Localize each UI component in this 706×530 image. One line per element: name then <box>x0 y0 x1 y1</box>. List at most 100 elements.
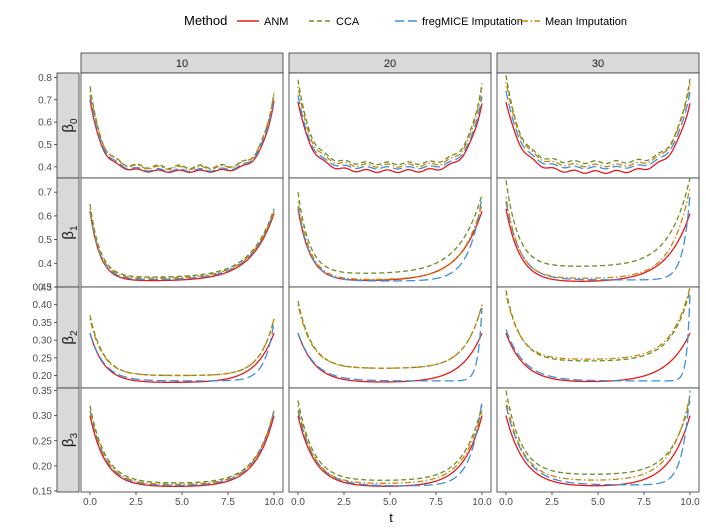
panel <box>496 177 700 288</box>
panel <box>496 72 700 179</box>
legend-item: fregMICE Imputation <box>395 16 523 28</box>
series-line <box>505 101 691 175</box>
series-line <box>89 210 275 281</box>
y-tick-label: 0.15 <box>33 486 53 497</box>
x-tick-label: 7.5 <box>637 497 651 508</box>
series-line <box>505 294 691 382</box>
panel-frame <box>288 72 492 179</box>
series-line <box>505 81 691 168</box>
panel-frame <box>496 72 700 179</box>
series-line <box>505 395 691 481</box>
series-line <box>89 95 275 173</box>
series-line <box>505 208 691 282</box>
panel <box>80 72 284 179</box>
y-tick-label: 0.40 <box>33 300 53 311</box>
panel-frame <box>496 387 700 493</box>
y-tick-label: 0.25 <box>33 436 53 447</box>
panel <box>288 72 492 179</box>
y-tick-label: 0.35 <box>33 318 53 329</box>
panel-frame <box>80 387 284 493</box>
panel <box>496 286 700 389</box>
series-line <box>297 86 483 168</box>
row-strip-subscript: 0 <box>69 118 80 124</box>
legend-item: CCA <box>309 16 360 28</box>
series-line <box>297 400 483 481</box>
y-tick-label: 0.30 <box>33 411 53 422</box>
panel-frame <box>496 286 700 389</box>
series-line <box>297 95 483 170</box>
x-tick-label: 10.0 <box>680 497 700 508</box>
column-strip: 30 <box>496 52 700 74</box>
x-tick-label: 5.0 <box>591 497 605 508</box>
y-tick-label: 0.7 <box>38 95 52 106</box>
series-line <box>297 308 483 382</box>
series-line <box>89 90 275 171</box>
y-tick-label: 0.5 <box>38 140 52 151</box>
row-strip: β1 <box>56 177 80 288</box>
series-line <box>297 405 483 484</box>
row-strip-subscript: 1 <box>69 225 80 231</box>
y-tick-label: 0.20 <box>33 371 53 382</box>
x-tick-label: 7.5 <box>221 497 235 508</box>
series-line <box>297 196 483 282</box>
series-line <box>89 99 275 174</box>
y-tick-label: 0.20 <box>33 461 53 472</box>
series-line <box>297 332 483 383</box>
panel: 0.0 2.5 5.0 7.5 10.0 <box>496 387 700 508</box>
legend-title: Method <box>184 13 227 28</box>
legend: Method ANM CCA fregMICE Imputation Mean Imp… <box>184 13 627 28</box>
series-line <box>297 192 483 274</box>
series-line <box>297 101 483 174</box>
panel-frame <box>80 286 284 389</box>
x-tick-label: 10.0 <box>472 497 492 508</box>
y-tick-label: 0.6 <box>38 211 52 222</box>
panel-frame <box>80 177 284 288</box>
series-line <box>505 286 691 360</box>
x-tick-label: 0.0 <box>499 497 513 508</box>
series-line <box>505 390 691 486</box>
series-line <box>89 410 275 486</box>
column-strip: 20 <box>288 52 492 74</box>
row-strip: β2 <box>56 286 80 389</box>
panel-frame <box>288 286 492 389</box>
series-line <box>505 194 691 281</box>
row-strip-subscript: 2 <box>69 330 80 336</box>
row-strip: β3 <box>56 387 80 493</box>
x-tick-label: 0.0 <box>83 497 97 508</box>
series-line <box>89 415 275 488</box>
x-axis-title: t <box>389 510 393 525</box>
x-tick-label: 5.0 <box>383 497 397 508</box>
series-line <box>505 332 691 383</box>
y-tick-label: 0.8 <box>38 73 52 84</box>
panel <box>80 286 284 389</box>
y-tick-label: 0.4 <box>38 259 52 270</box>
x-tick-label: 0.0 <box>291 497 305 508</box>
series-line <box>505 187 691 279</box>
legend-item: ANM <box>237 16 288 28</box>
panel <box>288 286 492 389</box>
legend-label: ANM <box>264 16 288 28</box>
y-tick-label: 0.7 <box>38 188 52 199</box>
column-strip: 10 <box>80 52 284 74</box>
y-tick-label: 0.45 <box>33 283 53 294</box>
series-line <box>297 201 483 281</box>
x-tick-label: 7.5 <box>429 497 443 508</box>
panel-grid: 10 20 30β00.40.50.60.70.8β10.30.40.50.60.7… <box>33 52 700 508</box>
row-strip: β0 <box>56 72 80 179</box>
column-strip-label: 30 <box>592 58 604 70</box>
column-strip-label: 20 <box>384 58 396 70</box>
legend-label: CCA <box>336 16 360 28</box>
series-line <box>505 390 691 475</box>
x-tick-label: 5.0 <box>175 497 189 508</box>
legend-item: Mean Imputation <box>518 16 627 28</box>
y-tick-label: 0.5 <box>38 235 52 246</box>
series-line <box>297 301 483 369</box>
legend-label: Mean Imputation <box>545 16 627 28</box>
x-tick-label: 10.0 <box>264 497 284 508</box>
panel: 0.0 2.5 5.0 7.5 10.0 <box>80 387 284 508</box>
series-line <box>89 322 275 382</box>
series-line <box>89 332 275 383</box>
series-line <box>89 208 275 279</box>
y-tick-label: 0.3 <box>38 283 52 294</box>
y-tick-label: 0.4 <box>38 162 52 173</box>
